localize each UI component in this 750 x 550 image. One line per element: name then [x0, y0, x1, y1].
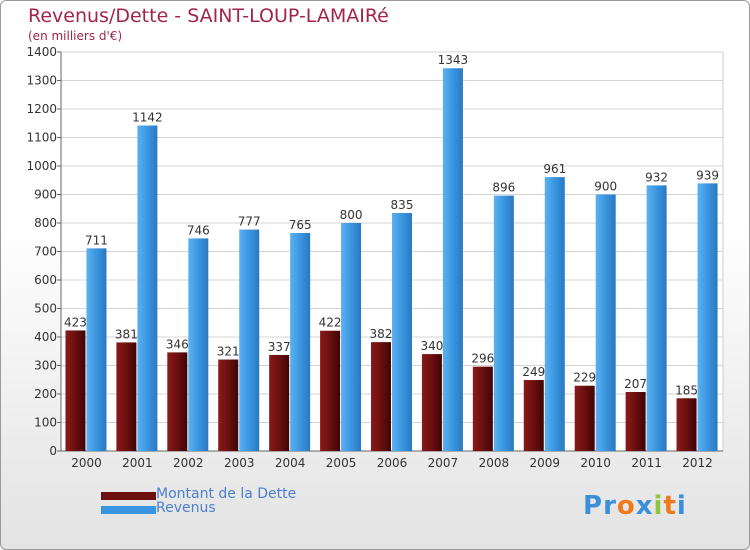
data-label-revenus: 932	[645, 170, 668, 184]
bar-dette	[320, 330, 341, 451]
chart-subtitle: (en milliers d'€)	[28, 29, 123, 43]
x-tick-label: 2012	[682, 456, 713, 470]
bar-revenus	[646, 185, 667, 451]
data-label-dette: 340	[420, 339, 443, 353]
x-tick-label: 2004	[275, 456, 306, 470]
legend-swatch-dette	[101, 492, 156, 500]
logo-letter: x	[635, 491, 654, 521]
y-tick-label: 300	[34, 359, 57, 373]
y-tick-label: 500	[34, 302, 57, 316]
x-tick-label: 2001	[122, 456, 153, 470]
bar-dette	[625, 392, 646, 451]
data-label-dette: 337	[268, 340, 291, 354]
x-tick-label: 2005	[326, 456, 357, 470]
data-label-dette: 185	[675, 383, 698, 397]
x-tick-label: 2002	[173, 456, 204, 470]
logo-letter: o	[616, 491, 636, 521]
bar-dette	[472, 366, 493, 451]
data-label-revenus: 835	[391, 198, 414, 212]
data-label-revenus: 765	[289, 218, 312, 232]
data-label-dette: 381	[115, 327, 138, 341]
data-label-dette: 296	[471, 352, 494, 366]
x-tick-label: 2009	[529, 456, 560, 470]
legend-swatch-revenus	[101, 506, 156, 514]
x-tick-label: 2010	[580, 456, 611, 470]
data-label-dette: 249	[522, 365, 545, 379]
x-tick-label: 2007	[428, 456, 459, 470]
y-tick-label: 1400	[26, 45, 57, 59]
data-label-revenus: 896	[492, 181, 515, 195]
y-tick-label: 800	[34, 216, 57, 230]
bar-revenus	[290, 232, 311, 451]
bar-revenus	[188, 238, 209, 451]
data-label-dette: 321	[217, 345, 240, 359]
data-label-revenus: 777	[238, 215, 261, 229]
data-label-dette: 423	[64, 315, 87, 329]
bar-revenus	[544, 177, 565, 452]
data-label-dette: 422	[319, 316, 342, 330]
y-tick-label: 1200	[26, 102, 57, 116]
y-tick-label: 1000	[26, 159, 57, 173]
y-tick-label: 400	[34, 330, 57, 344]
y-tick-label: 1300	[26, 74, 57, 88]
legend-label-revenus: Revenus	[156, 500, 216, 516]
logo-letter: i	[676, 491, 687, 521]
data-label-dette: 229	[573, 371, 596, 385]
y-tick-label: 700	[34, 245, 57, 259]
chart-title: Revenus/Dette - SAINT-LOUP-LAMAIRé	[28, 5, 389, 27]
x-tick-label: 2000	[71, 456, 102, 470]
y-tick-label: 0	[49, 444, 57, 458]
bar-dette	[218, 359, 239, 451]
y-tick-label: 200	[34, 387, 57, 401]
bar-dette	[421, 354, 442, 451]
logo-letter: t	[663, 491, 677, 521]
data-label-revenus: 939	[696, 168, 719, 182]
data-label-dette: 382	[370, 327, 393, 341]
y-tick-label: 600	[34, 273, 57, 287]
data-label-revenus: 1142	[132, 111, 163, 125]
x-tick-label: 2003	[224, 456, 255, 470]
bar-dette	[116, 342, 137, 451]
logo-letter: P	[583, 491, 604, 521]
data-label-revenus: 1343	[438, 53, 469, 67]
x-tick-label: 2011	[631, 456, 662, 470]
bar-revenus	[137, 125, 158, 451]
y-tick-label: 1100	[26, 131, 57, 145]
legend-label-dette: Montant de la Dette	[156, 486, 297, 502]
data-label-dette: 207	[624, 377, 647, 391]
bar-dette	[523, 380, 544, 451]
data-label-revenus: 800	[340, 208, 363, 222]
bar-revenus	[392, 213, 412, 451]
bar-revenus	[86, 248, 107, 451]
bar-dette	[65, 330, 86, 451]
data-label-dette: 346	[166, 337, 189, 351]
bar-dette	[371, 342, 391, 451]
data-label-revenus: 746	[187, 223, 210, 237]
bar-dette	[269, 354, 290, 451]
data-label-revenus: 961	[543, 162, 566, 176]
bar-revenus	[493, 195, 514, 451]
bar-dette	[167, 352, 188, 451]
y-tick-label: 900	[34, 188, 57, 202]
y-tick-label: 100	[34, 416, 57, 430]
x-tick-label: 2006	[377, 456, 408, 470]
logo-letter: i	[653, 491, 664, 521]
bar-revenus	[341, 223, 362, 451]
x-tick-label: 2008	[479, 456, 510, 470]
bar-revenus	[595, 194, 616, 451]
proxiti-logo: Proxiti	[583, 491, 687, 521]
bar-revenus	[697, 183, 718, 451]
bar-revenus	[442, 68, 463, 452]
logo-letter: r	[603, 491, 617, 521]
bar-dette	[574, 385, 595, 451]
bar-revenus	[239, 229, 260, 451]
bar-dette	[676, 398, 697, 451]
data-label-revenus: 900	[594, 180, 617, 194]
data-label-revenus: 711	[85, 233, 108, 247]
